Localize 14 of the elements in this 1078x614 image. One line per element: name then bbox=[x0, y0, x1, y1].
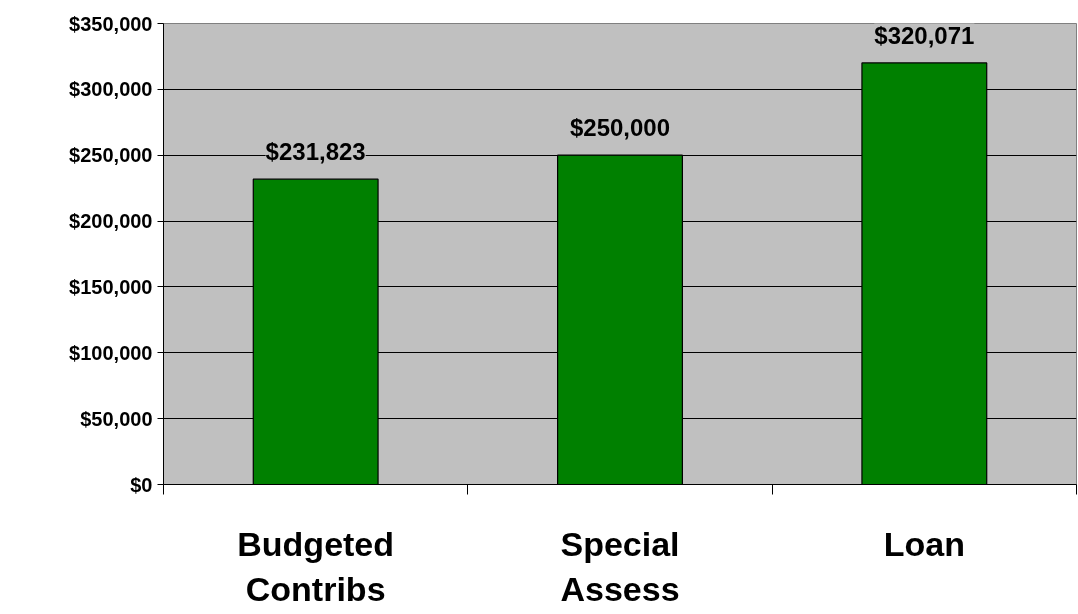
x-tick-label: Special Assess bbox=[560, 524, 680, 609]
x-tick-label: Loan bbox=[883, 524, 965, 563]
y-tick-label: $300,000 bbox=[69, 78, 153, 101]
y-tick-label: $100,000 bbox=[69, 341, 153, 364]
y-tick-label: $250,000 bbox=[69, 144, 153, 167]
y-tick-label: $50,000 bbox=[80, 407, 153, 430]
y-tick-label: $0 bbox=[130, 473, 153, 496]
data-label: $250,000 bbox=[569, 114, 671, 142]
x-tick-label: Budgeted Contribs bbox=[237, 524, 395, 609]
data-label: $320,071 bbox=[874, 21, 975, 49]
y-tick-label: $200,000 bbox=[69, 210, 153, 233]
y-tick-label: $350,000 bbox=[69, 12, 153, 35]
y-tick-label: $150,000 bbox=[69, 275, 153, 298]
data-label: $231,823 bbox=[265, 138, 366, 166]
